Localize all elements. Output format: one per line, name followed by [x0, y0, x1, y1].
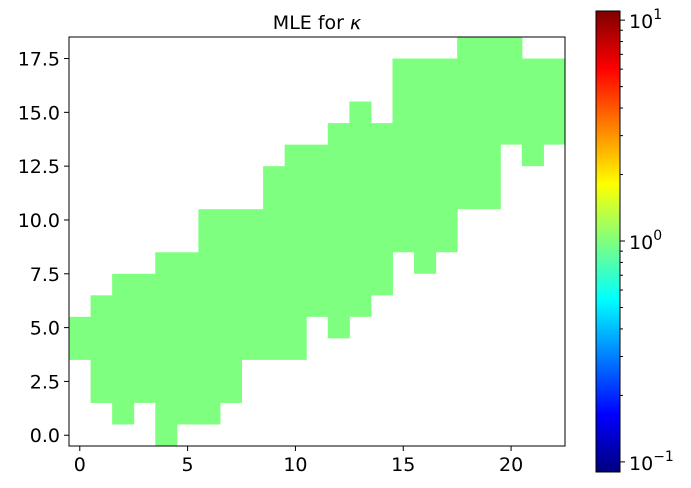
heatmap-cell-block — [263, 166, 286, 360]
x-axis: 0 5 10 15 20 — [74, 446, 523, 476]
heatmap-cell-block — [521, 58, 544, 167]
heatmap-cell-block — [327, 123, 350, 339]
heatmap-cell-block — [349, 101, 372, 317]
chart-title-text: MLE for — [273, 12, 350, 34]
colorbar — [595, 10, 621, 473]
heatmap-cell-block — [90, 295, 113, 403]
x-tick-label: 0 — [74, 454, 86, 476]
heatmap-cell-block — [306, 144, 329, 317]
y-tick-label: 2.5 — [30, 371, 60, 393]
heatmap-cell-block — [435, 58, 458, 253]
colorbar-tick-label: 101 — [629, 7, 662, 33]
y-tick-label: 0.0 — [30, 425, 60, 447]
y-tick-label: 7.5 — [30, 264, 60, 286]
chart-title: MLE for κ — [273, 12, 362, 34]
heatmap-cell-block — [370, 123, 393, 296]
heatmap-cell-block — [543, 58, 566, 145]
heatmap-cell-block — [155, 252, 178, 446]
y-tick-label: 10.0 — [18, 210, 60, 232]
colorbar-tick-base: 10 — [629, 453, 653, 475]
colorbar-tick-exponent: −1 — [653, 449, 674, 465]
y-tick-label: 5.0 — [30, 318, 60, 340]
colorbar-tick-base: 10 — [629, 11, 653, 33]
x-tick-label: 5 — [182, 454, 194, 476]
colorbar-tick-exponent: 1 — [653, 7, 662, 23]
heatmap-cell-block — [219, 209, 243, 403]
colorbar-tick-base: 10 — [629, 232, 653, 254]
heatmap-cell-block — [284, 144, 307, 360]
heatmap-cell-block — [392, 58, 415, 253]
colorbar-tick-label: 10−1 — [629, 449, 674, 475]
heatmap-cell-block — [112, 273, 135, 425]
y-tick-label: 15.0 — [18, 102, 60, 124]
heatmap-cell-block — [133, 273, 156, 403]
heatmap-cell-block — [457, 37, 480, 210]
heatmap-cells — [69, 37, 566, 446]
heatmap-cell-block — [414, 58, 437, 274]
chart-title-symbol: κ — [350, 12, 362, 34]
heatmap-cell-block — [198, 209, 221, 425]
x-tick-label: 20 — [499, 454, 523, 476]
colorbar-tick-exponent: 0 — [653, 228, 662, 244]
x-tick-label: 10 — [283, 454, 307, 476]
plot-frame — [68, 36, 566, 447]
y-axis: 0.0 2.5 5.0 7.5 10.0 12.5 15.0 17.5 — [18, 49, 69, 447]
y-tick-label: 12.5 — [18, 156, 60, 178]
y-tick-label: 17.5 — [18, 49, 60, 71]
heatmap-cell-block — [176, 252, 199, 425]
colorbar-tick-label: 100 — [629, 228, 662, 254]
heatmap-cell-block — [69, 316, 92, 360]
heatmap-cell-block — [478, 37, 501, 210]
heatmap-cell-block — [241, 209, 264, 360]
heatmap-cell-block — [500, 37, 523, 145]
x-tick-label: 15 — [391, 454, 415, 476]
